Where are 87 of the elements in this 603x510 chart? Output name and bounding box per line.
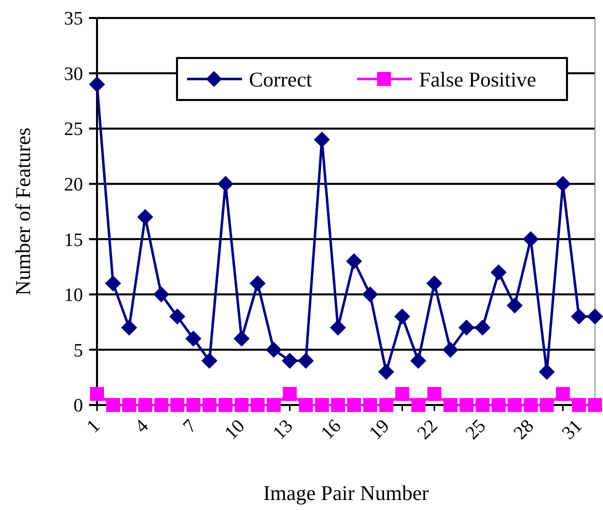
y-axis-title: Number of Features xyxy=(11,128,35,296)
point xyxy=(588,398,602,412)
x-tick-label: 22 xyxy=(414,416,442,444)
point xyxy=(298,352,314,369)
x-tick-label: 28 xyxy=(510,416,538,444)
point xyxy=(137,209,154,226)
point xyxy=(154,398,168,412)
point xyxy=(556,386,570,401)
point xyxy=(524,398,538,412)
legend-label: False Positive xyxy=(419,67,536,92)
point xyxy=(394,308,410,325)
x-tick-label: 10 xyxy=(220,416,250,444)
point xyxy=(538,364,555,380)
point xyxy=(105,275,122,292)
point xyxy=(330,398,345,412)
point xyxy=(554,176,571,192)
point xyxy=(266,342,282,358)
point xyxy=(379,398,394,412)
x-tick-label: 13 xyxy=(269,416,298,444)
point xyxy=(234,398,249,412)
x-tick-label: 25 xyxy=(462,416,490,444)
point xyxy=(506,297,523,314)
point xyxy=(458,320,474,336)
point xyxy=(476,398,490,412)
y-tick-label: 10 xyxy=(64,285,83,306)
point xyxy=(282,352,298,369)
point xyxy=(459,398,474,412)
x-tick-label: 7 xyxy=(179,416,201,438)
point xyxy=(122,398,136,412)
y-tick-label: 0 xyxy=(74,396,83,417)
point xyxy=(169,308,186,325)
point xyxy=(250,398,265,412)
x-tick-label: 16 xyxy=(317,416,346,444)
point xyxy=(426,275,442,292)
point xyxy=(490,264,507,280)
y-tick-label: 30 xyxy=(64,64,83,85)
point xyxy=(186,398,200,412)
point xyxy=(411,398,426,412)
point xyxy=(572,398,586,412)
point xyxy=(89,76,105,92)
point xyxy=(492,398,506,412)
point xyxy=(410,352,426,369)
x-tick-label: 4 xyxy=(131,415,154,438)
point xyxy=(218,398,233,412)
point xyxy=(153,286,170,302)
point xyxy=(234,330,250,347)
point xyxy=(443,398,458,412)
point xyxy=(570,308,587,325)
point xyxy=(346,253,362,270)
y-tick-label: 20 xyxy=(64,174,83,196)
x-tick-label: 19 xyxy=(365,416,394,444)
y-tick-label: 15 xyxy=(64,230,83,251)
x-axis-title: Image Pair Number xyxy=(263,481,429,505)
point xyxy=(587,308,603,325)
point xyxy=(218,176,234,192)
point xyxy=(282,386,297,401)
point xyxy=(185,330,202,347)
point xyxy=(266,398,281,412)
point xyxy=(202,398,216,412)
point xyxy=(90,386,104,401)
point xyxy=(330,320,346,336)
y-tick-label: 25 xyxy=(64,119,83,140)
point xyxy=(106,398,120,412)
point xyxy=(427,386,442,401)
point xyxy=(314,132,330,148)
point xyxy=(201,352,218,369)
point xyxy=(508,398,522,412)
point xyxy=(442,342,458,358)
x-tick-label: 31 xyxy=(558,416,586,444)
point xyxy=(121,320,138,336)
point xyxy=(395,386,410,401)
point xyxy=(170,398,184,412)
point xyxy=(378,364,394,380)
y-tick-label: 5 xyxy=(74,340,83,362)
point xyxy=(474,320,491,336)
point xyxy=(540,398,554,412)
point xyxy=(138,398,152,412)
point xyxy=(314,398,329,412)
point xyxy=(347,398,362,412)
point xyxy=(363,398,378,412)
legend-label: Correct xyxy=(249,67,312,92)
point xyxy=(250,275,266,292)
y-tick-label: 35 xyxy=(64,8,83,30)
point xyxy=(298,398,313,412)
point xyxy=(522,231,539,248)
x-tick-label: 1 xyxy=(82,416,105,438)
point xyxy=(362,286,378,302)
